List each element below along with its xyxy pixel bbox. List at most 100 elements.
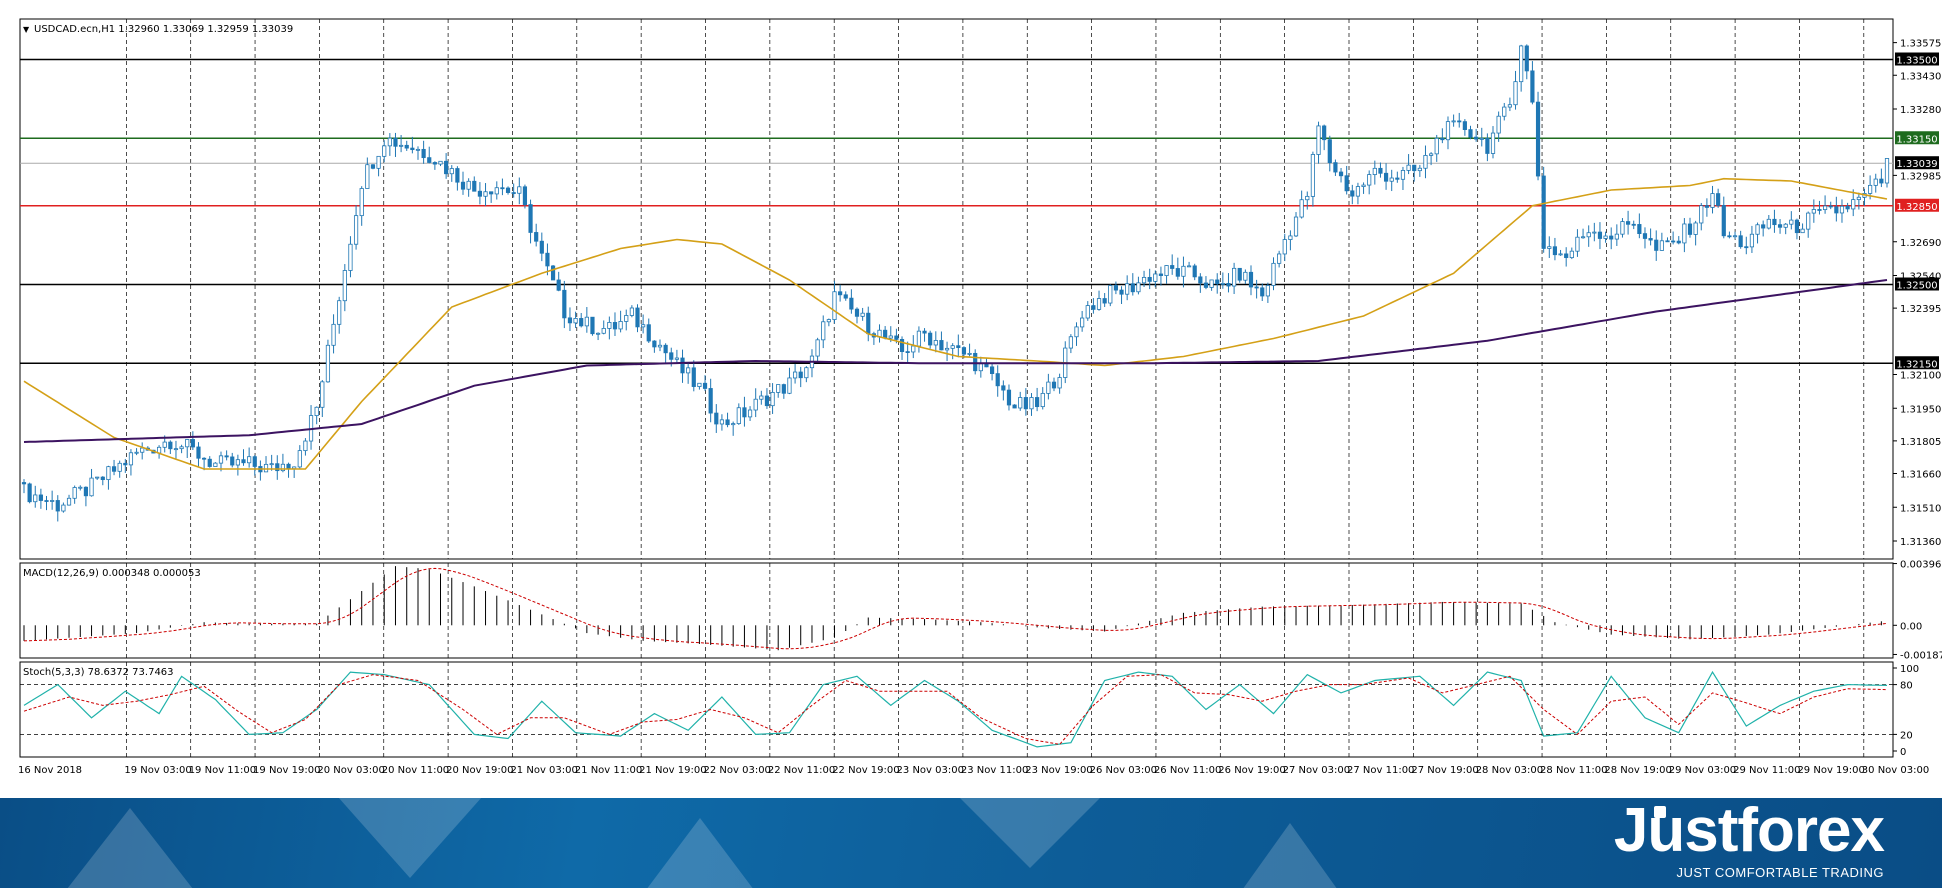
candle-body [736, 407, 741, 425]
candle-body [1580, 236, 1586, 239]
candle-body [1721, 205, 1726, 237]
candle-body [1130, 283, 1135, 293]
candle-body [230, 456, 235, 466]
candle-body [1744, 246, 1749, 249]
candle-body [1665, 240, 1670, 243]
candle-body [1265, 285, 1270, 297]
candle-body [342, 270, 347, 302]
candle-body [280, 463, 285, 472]
moving-average-slow [23, 279, 1888, 443]
candle-body [1141, 276, 1147, 284]
candle-body [967, 352, 972, 355]
candle-body [27, 483, 32, 503]
candle-body [1620, 221, 1625, 235]
candle-body [1434, 137, 1439, 155]
candle-body [1068, 336, 1073, 349]
candle-body [1552, 246, 1558, 256]
banner-decoration [330, 798, 490, 878]
candle-body [1547, 246, 1552, 249]
candle-body [657, 344, 663, 348]
candle-body [1113, 285, 1119, 291]
level-price-label: 1.32150 [1896, 359, 1937, 370]
candle-body [111, 466, 117, 472]
candle-body [100, 476, 105, 481]
candle-body [635, 307, 640, 328]
candle-body [1794, 219, 1800, 234]
candle-body [1699, 205, 1704, 224]
candle-body [1569, 250, 1574, 259]
candle-body [1451, 120, 1456, 123]
x-tick-label: 30 Nov 03:00 [1862, 765, 1929, 776]
candle-body [168, 441, 173, 450]
candle-body [888, 335, 893, 339]
candle-body [1181, 265, 1186, 277]
candle-body [567, 317, 573, 324]
candle-body [1040, 392, 1045, 408]
candle-body [1350, 190, 1355, 197]
candle-body [1288, 235, 1293, 240]
candle-body [629, 307, 634, 316]
candle-body [1254, 286, 1259, 289]
candle-body [1457, 120, 1462, 123]
candle-body [444, 160, 449, 175]
candle-body [1873, 178, 1878, 186]
candle-body [1220, 283, 1225, 285]
candle-body [1102, 298, 1107, 304]
candle-body [1738, 235, 1743, 248]
candle-body [1766, 218, 1771, 229]
x-tick-label: 29 Nov 19:00 [1797, 765, 1864, 776]
candle-body [832, 291, 837, 320]
candle-body [550, 265, 556, 281]
level-price-tag [1895, 156, 1939, 170]
level-price-label: 1.32500 [1896, 281, 1937, 292]
candle-body [1440, 137, 1445, 141]
candle-body [21, 482, 27, 485]
candle-body [1147, 276, 1152, 282]
candle-body [472, 180, 477, 192]
candle-body [370, 164, 376, 169]
candle-body [1755, 224, 1760, 235]
x-tick-label: 29 Nov 11:00 [1733, 765, 1800, 776]
x-tick-label: 28 Nov 03:00 [1476, 765, 1543, 776]
moving-average-fast [23, 177, 1888, 470]
candle-body [1682, 223, 1687, 244]
candle-body [1417, 167, 1422, 172]
candle-body [866, 312, 871, 335]
candle-body [944, 347, 950, 351]
candle-body [1175, 268, 1180, 277]
candle-body [697, 382, 702, 387]
candle-body [297, 450, 302, 468]
candle-body [179, 446, 184, 450]
candle-body [1693, 222, 1698, 235]
y-tick-label: 1.31660 [1900, 470, 1941, 481]
candle-body [1592, 231, 1597, 234]
candle-body [1096, 298, 1102, 310]
candle-body [1868, 184, 1873, 194]
candle-body [78, 486, 83, 489]
candle-body [792, 371, 798, 379]
candle-body [1609, 235, 1614, 240]
candle-body [1822, 205, 1828, 211]
x-tick-label: 16 Nov 2018 [18, 765, 82, 776]
candle-body [460, 181, 466, 190]
candle-body [1468, 129, 1473, 138]
candle-body [1834, 206, 1839, 214]
x-tick-label: 19 Nov 19:00 [253, 765, 320, 776]
candle-body [196, 446, 201, 459]
candle-body [978, 363, 983, 372]
candle-body [596, 332, 601, 335]
candle-body [1338, 171, 1344, 177]
candle-body [466, 180, 471, 190]
candle-body [489, 191, 494, 195]
candle-body [1631, 223, 1636, 226]
candle-body [427, 157, 432, 163]
candle-body [753, 398, 758, 411]
candle-body [714, 412, 719, 425]
candle-body [1474, 136, 1479, 140]
candle-body [764, 395, 770, 407]
candle-body [1153, 273, 1158, 282]
y-tick-label: -0.001873 [1900, 650, 1942, 661]
candle-body [1271, 262, 1276, 286]
candle-body [798, 371, 803, 379]
candle-body [528, 204, 533, 233]
